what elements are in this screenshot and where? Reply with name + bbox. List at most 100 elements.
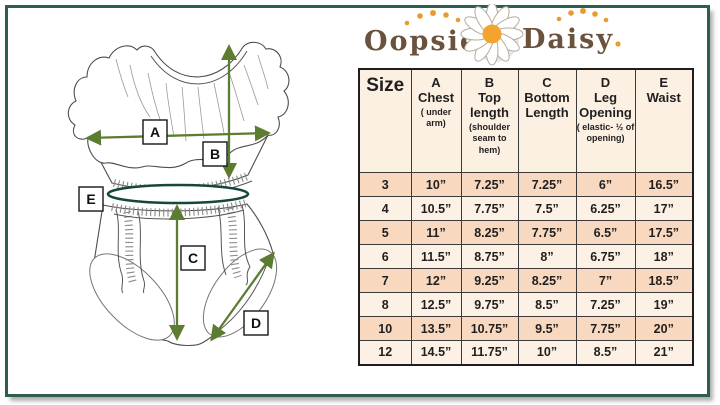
column-note: (shoulder seam to hem) xyxy=(468,122,510,155)
measurement-cell: 10” xyxy=(410,172,462,197)
measurement-cell: 21” xyxy=(634,340,694,365)
table-row: 6 11.5” 8.75” 8” 6.75” 18” xyxy=(358,244,694,269)
column-letter: B xyxy=(484,75,495,90)
column-note: ( elastic- ½ of opening) xyxy=(576,122,635,144)
measurement-cell: 11” xyxy=(410,220,462,245)
column-header-leg-opening: D Leg Opening ( elastic- ½ of opening) xyxy=(575,68,636,173)
header-row: Size A Chest ( under arm) B Top length (… xyxy=(358,68,694,173)
column-label: Leg Opening xyxy=(579,90,632,121)
measurement-cell: 6” xyxy=(575,172,636,197)
column-header-size: Size xyxy=(358,68,412,173)
measurement-cell: 6.5” xyxy=(575,220,636,245)
size-cell: 5 xyxy=(358,220,412,245)
measurement-cell: 12.5” xyxy=(410,292,462,317)
measurement-cell: 19” xyxy=(634,292,694,317)
measurement-cell: 7.75” xyxy=(575,316,636,341)
measurement-cell: 8.5” xyxy=(517,292,577,317)
measurement-cell: 9.25” xyxy=(460,268,519,293)
arrow-a-chest xyxy=(84,125,272,146)
measurement-cell: 20” xyxy=(634,316,694,341)
size-cell: 6 xyxy=(358,244,412,269)
column-label: Bottom Length xyxy=(524,90,570,121)
column-header-top-length: B Top length (shoulder seam to hem) xyxy=(460,68,519,173)
label-box-a xyxy=(142,119,168,145)
label-a: A xyxy=(150,124,160,140)
measurement-cell: 10.75” xyxy=(460,316,519,341)
column-header-chest: A Chest ( under arm) xyxy=(410,68,462,173)
brand-logo: Oopsie Daisy xyxy=(364,4,621,66)
column-letter: E xyxy=(659,75,669,90)
measurement-cell: 8.25” xyxy=(460,220,519,245)
table-row: 4 10.5” 7.75” 7.5” 6.25” 17” xyxy=(358,196,694,221)
measurement-cell: 7.25” xyxy=(460,172,519,197)
measurement-cell: 10.5” xyxy=(410,196,462,221)
measurement-cell: 11.75” xyxy=(460,340,519,365)
measurement-cell: 10” xyxy=(517,340,577,365)
measurement-cell: 18” xyxy=(634,244,694,269)
measurement-cell: 14.5” xyxy=(410,340,462,365)
measurement-cell: 18.5” xyxy=(634,268,694,293)
table-row: 12 14.5” 11.75” 10” 8.5” 21” xyxy=(358,340,694,365)
daisy-icon xyxy=(460,4,524,66)
table-row: 8 12.5” 9.75” 8.5” 7.25” 19” xyxy=(358,292,694,317)
column-header-bottom-length: C Bottom Length xyxy=(517,68,577,173)
column-letter: A xyxy=(431,75,441,90)
measurement-cell: 13.5” xyxy=(410,316,462,341)
size-cell: 8 xyxy=(358,292,412,317)
measurement-cell: 7.75” xyxy=(517,220,577,245)
measurement-cell: 6.25” xyxy=(575,196,636,221)
column-note: ( under arm) xyxy=(420,107,452,129)
measurement-cell: 12” xyxy=(410,268,462,293)
measurement-cell: 7.25” xyxy=(575,292,636,317)
measurement-cell: 6.75” xyxy=(575,244,636,269)
table-row: 5 11” 8.25” 7.75” 6.5” 17.5” xyxy=(358,220,694,245)
measurement-cell: 11.5” xyxy=(410,244,462,269)
logo-word-oopsie: Oopsie xyxy=(364,26,479,57)
logo-dots-left xyxy=(404,10,461,26)
teal-border-frame xyxy=(5,5,710,397)
size-cell: 12 xyxy=(358,340,412,365)
label-box-e xyxy=(78,186,104,212)
label-d: D xyxy=(251,315,261,331)
label-box-d xyxy=(243,310,269,336)
arrow-d-leg-opening xyxy=(210,251,275,342)
table-row: 7 12” 9.25” 8.25” 7” 18.5” xyxy=(358,268,694,293)
measurement-cell: 8.75” xyxy=(460,244,519,269)
column-letter: D xyxy=(600,75,611,90)
measurement-labels: A B C D E xyxy=(78,119,269,336)
label-box-c xyxy=(180,245,206,271)
measurement-cell: 7.25” xyxy=(517,172,577,197)
size-cell: 7 xyxy=(358,268,412,293)
measurement-cell: 17.5” xyxy=(634,220,694,245)
top-garment xyxy=(67,41,290,198)
column-label: Chest xyxy=(417,90,455,106)
size-chart-table: Size A Chest ( under arm) B Top length (… xyxy=(358,68,694,366)
logo-word-daisy: Daisy xyxy=(522,24,614,55)
column-label: Size xyxy=(366,75,405,96)
measurement-cell: 9.5” xyxy=(517,316,577,341)
measurement-cell: 9.75” xyxy=(460,292,519,317)
size-cell: 4 xyxy=(358,196,412,221)
measurement-cell: 7.75” xyxy=(460,196,519,221)
table-row: 3 10” 7.25” 7.25” 6” 16.5” xyxy=(358,172,694,197)
measurement-cell: 17” xyxy=(634,196,694,221)
measurement-cell: 8” xyxy=(517,244,577,269)
column-letter: C xyxy=(542,75,552,90)
table-row: 10 13.5” 10.75” 9.5” 7.75” 20” xyxy=(358,316,694,341)
measurement-cell: 7” xyxy=(575,268,636,293)
measurement-cell: 8.5” xyxy=(575,340,636,365)
logo-dots-right xyxy=(556,8,621,47)
column-label: Top length xyxy=(470,90,509,121)
label-e: E xyxy=(86,191,95,207)
measurement-cell: 16.5” xyxy=(634,172,694,197)
measurement-diagram: A B C D E xyxy=(67,41,290,346)
label-c: C xyxy=(188,250,198,266)
label-box-b xyxy=(202,141,228,167)
measurement-arrows xyxy=(84,43,275,342)
label-b: B xyxy=(210,146,220,162)
size-cell: 3 xyxy=(358,172,412,197)
size-cell: 10 xyxy=(358,316,412,341)
measurement-cell: 7.5” xyxy=(517,196,577,221)
waist-ellipse xyxy=(106,183,250,205)
